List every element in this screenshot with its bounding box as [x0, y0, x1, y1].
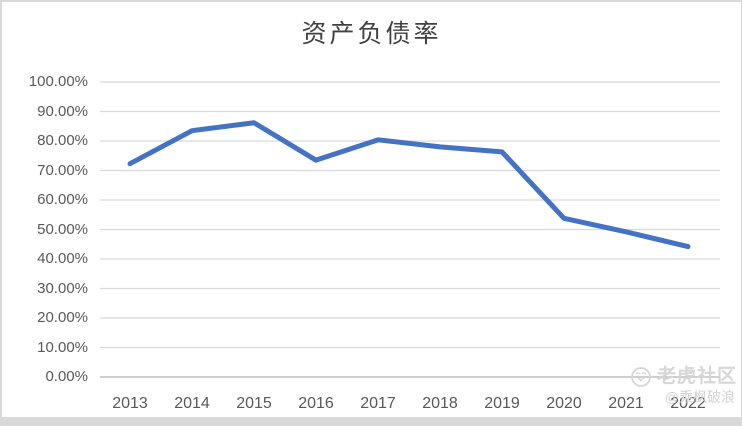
y-axis-tick-label: 20.00% — [37, 309, 88, 326]
x-axis-tick-label: 2018 — [422, 395, 458, 412]
y-axis-tick-label: 90.00% — [37, 102, 88, 120]
y-axis-tick-label: 0.00% — [45, 368, 88, 385]
x-axis-tick-label: 2020 — [546, 395, 582, 412]
y-axis-tick-label: 80.00% — [37, 132, 88, 149]
y-axis-tick-label: 100.00% — [28, 73, 88, 90]
x-axis-tick-label: 2021 — [608, 395, 644, 412]
y-axis-tick-label: 10.00% — [37, 338, 88, 356]
data-line-series — [127, 120, 691, 250]
x-axis-tick-label: 2014 — [174, 395, 210, 412]
x-axis-tick-label: 2019 — [484, 395, 520, 412]
x-axis-tick-label: 2022 — [670, 395, 706, 412]
chart-title: 资产负债率 — [301, 21, 442, 48]
y-axis-tick-label: 40.00% — [37, 250, 88, 267]
x-axis-tick-label: 2016 — [298, 395, 334, 412]
bottom-border-bar — [2, 417, 741, 426]
y-axis-tick-label: 60.00% — [37, 191, 88, 208]
x-axis-tick-label: 2017 — [360, 395, 396, 412]
y-axis-tick-label: 70.00% — [37, 161, 88, 179]
x-axis-tick-label: 2013 — [112, 395, 148, 412]
y-axis-tick-label: 50.00% — [37, 220, 88, 238]
x-axis-tick-label: 2015 — [236, 395, 272, 412]
y-axis-tick-label: 30.00% — [37, 279, 88, 297]
